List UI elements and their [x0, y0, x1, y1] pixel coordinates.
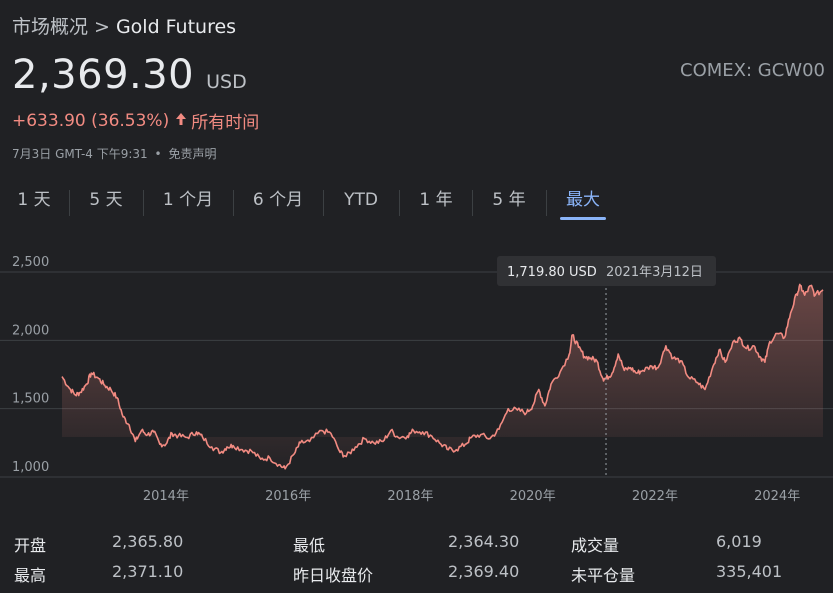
stat-label: 未平仓量 — [571, 566, 636, 585]
stat-value: 2,365.80 — [112, 532, 184, 551]
price-row: 2,369.30 USD — [12, 52, 247, 98]
quote-meta: 7月3日 GMT-4 下午9:31 • 免责声明 — [12, 145, 216, 162]
stat-value: 2,371.10 — [112, 562, 184, 581]
quote-timestamp: 7月3日 GMT-4 下午9:31 — [12, 147, 148, 161]
y-tick-label: 1,500 — [12, 392, 49, 407]
tab-label: 1 个月 — [162, 190, 214, 210]
disclaimer-link[interactable]: 免责声明 — [168, 147, 217, 161]
tooltip-background — [497, 256, 717, 286]
y-tick-label: 2,000 — [12, 323, 49, 338]
stat-value: 6,019 — [716, 532, 762, 551]
tab-5-days[interactable]: 5 天 — [84, 186, 128, 216]
stat-label: 开盘 — [14, 536, 47, 555]
stat-value: 2,369.40 — [448, 562, 520, 581]
breadcrumb: 市场概况 > Gold Futures — [12, 12, 236, 39]
x-tick-label: 2018年 — [387, 489, 433, 504]
stat-label: 成交量 — [571, 536, 620, 555]
stat-value: 2,364.30 — [448, 532, 520, 551]
tab-max[interactable]: 最大 — [560, 186, 606, 220]
breadcrumb-current: Gold Futures — [115, 16, 237, 38]
tab-label: 6 个月 — [252, 190, 304, 210]
current-price: 2,369.30 — [12, 52, 195, 98]
tooltip-value: 1,719.80 USD — [507, 265, 597, 280]
tab-divider — [472, 190, 473, 216]
tab-label: YTD — [344, 190, 378, 210]
tab-divider — [143, 190, 144, 216]
tab-6-months[interactable]: 6 个月 — [248, 186, 308, 216]
stat-label: 最低 — [293, 536, 326, 555]
price-chart[interactable]: 2,500 2,000 1,500 1,000 2014年 2016年 2018年 2020… — [0, 230, 833, 515]
chart-tooltip: 1,719.80 USD 2021年3月12日 — [497, 256, 717, 286]
tab-1-month[interactable]: 1 个月 — [158, 186, 218, 216]
currency-label: USD — [206, 71, 247, 93]
tab-5-years[interactable]: 5 年 — [487, 186, 531, 216]
tab-1-day[interactable]: 1 天 — [12, 186, 56, 216]
tab-label: 最大 — [566, 190, 600, 210]
change-value: +633.90 (36.53%) — [12, 110, 170, 131]
tab-1-year[interactable]: 1 年 — [414, 186, 458, 216]
tab-underline — [560, 217, 606, 220]
tab-label: 5 天 — [89, 190, 123, 210]
tab-ytd[interactable]: YTD — [338, 186, 384, 216]
price-area-fill — [62, 284, 823, 469]
tab-label: 1 天 — [17, 190, 51, 210]
stat-label: 昨日收盘价 — [293, 566, 374, 585]
y-tick-label: 1,000 — [12, 460, 49, 475]
change-period: 所有时间 — [191, 113, 260, 133]
tooltip-date: 2021年3月12日 — [606, 265, 703, 280]
stat-value: 335,401 — [716, 562, 783, 581]
x-tick-label: 2020年 — [510, 489, 556, 504]
arrow-up-icon — [175, 111, 187, 131]
tab-label: 5 年 — [492, 190, 526, 210]
price-change: +633.90 (36.53%) 所有时间 — [12, 108, 260, 134]
x-tick-label: 2024年 — [754, 489, 800, 504]
tab-label: 1 年 — [419, 190, 453, 210]
tab-divider — [546, 190, 547, 216]
meta-separator: • — [154, 147, 162, 161]
tab-divider — [69, 190, 70, 216]
time-range-tabs: 1 天 5 天 1 个月 6 个月 YTD 1 年 5 年 最大 — [0, 186, 620, 220]
tab-divider — [233, 190, 234, 216]
x-tick-label: 2016年 — [265, 489, 311, 504]
breadcrumb-market-overview-link[interactable]: 市场概况 — [12, 16, 89, 38]
exchange-symbol: COMEX: GCW00 — [680, 60, 825, 81]
x-tick-label: 2014年 — [143, 489, 189, 504]
x-tick-label: 2022年 — [632, 489, 678, 504]
y-tick-label: 2,500 — [12, 255, 49, 270]
price-line — [61, 283, 824, 470]
stat-label: 最高 — [14, 566, 47, 585]
tab-divider — [323, 190, 324, 216]
tab-divider — [399, 190, 400, 216]
breadcrumb-separator: > — [94, 16, 110, 38]
